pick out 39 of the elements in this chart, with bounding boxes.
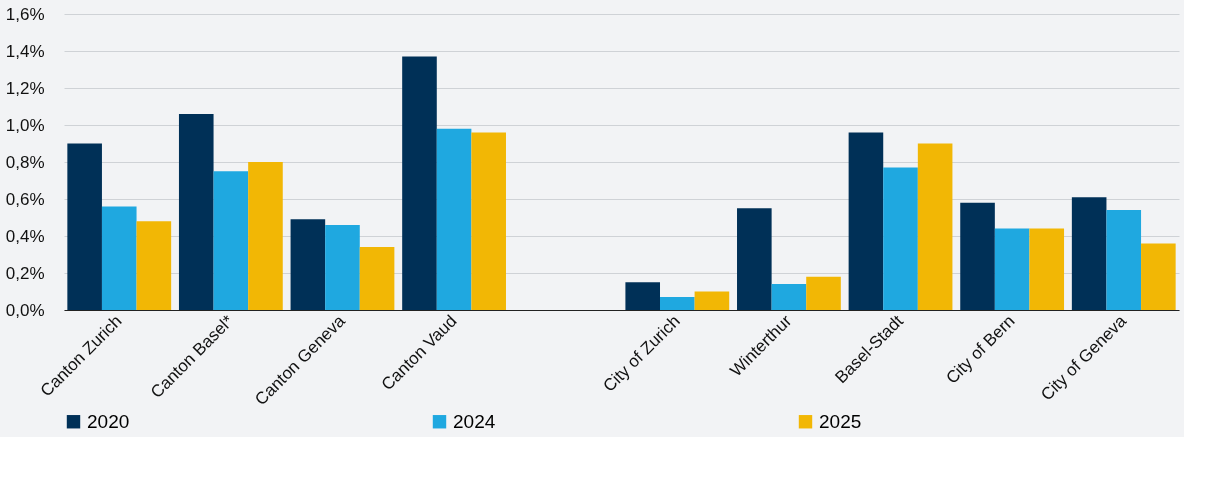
bar bbox=[67, 143, 102, 310]
bar bbox=[1106, 210, 1142, 310]
bar bbox=[436, 128, 472, 310]
bar bbox=[1141, 243, 1176, 310]
bar bbox=[917, 143, 953, 310]
bar bbox=[325, 224, 360, 310]
bar bbox=[178, 113, 214, 310]
bar bbox=[994, 228, 1030, 310]
y-tick-label: 1,6% bbox=[5, 4, 45, 24]
y-tick-label: 1,0% bbox=[5, 115, 45, 135]
bar bbox=[1071, 197, 1107, 310]
y-tick-label: 0,4% bbox=[5, 226, 45, 246]
bar bbox=[771, 284, 807, 310]
bar bbox=[694, 291, 730, 310]
y-tick-label: 0,2% bbox=[5, 263, 45, 283]
bar bbox=[359, 247, 395, 310]
bar bbox=[213, 171, 249, 310]
bar bbox=[737, 208, 772, 310]
bar bbox=[248, 162, 283, 310]
bar bbox=[883, 167, 918, 310]
legend-label: 2025 bbox=[819, 410, 862, 432]
y-tick-label: 1,2% bbox=[5, 78, 45, 98]
bar bbox=[402, 56, 437, 310]
bar bbox=[290, 219, 326, 310]
bar bbox=[960, 202, 995, 310]
bar bbox=[101, 206, 137, 310]
y-tick-label: 0,8% bbox=[5, 152, 45, 172]
bar bbox=[471, 132, 506, 310]
y-tick-label: 0,6% bbox=[5, 189, 45, 209]
bar bbox=[660, 297, 695, 310]
bar bbox=[136, 221, 172, 310]
y-tick-label: 1,4% bbox=[5, 41, 45, 61]
y-tick-label: 0,0% bbox=[5, 300, 45, 320]
bar bbox=[806, 276, 841, 310]
legend-label: 2024 bbox=[453, 410, 496, 432]
bar bbox=[848, 132, 884, 310]
bar bbox=[1029, 228, 1065, 310]
legend-label: 2020 bbox=[87, 410, 130, 432]
bar bbox=[625, 282, 661, 310]
